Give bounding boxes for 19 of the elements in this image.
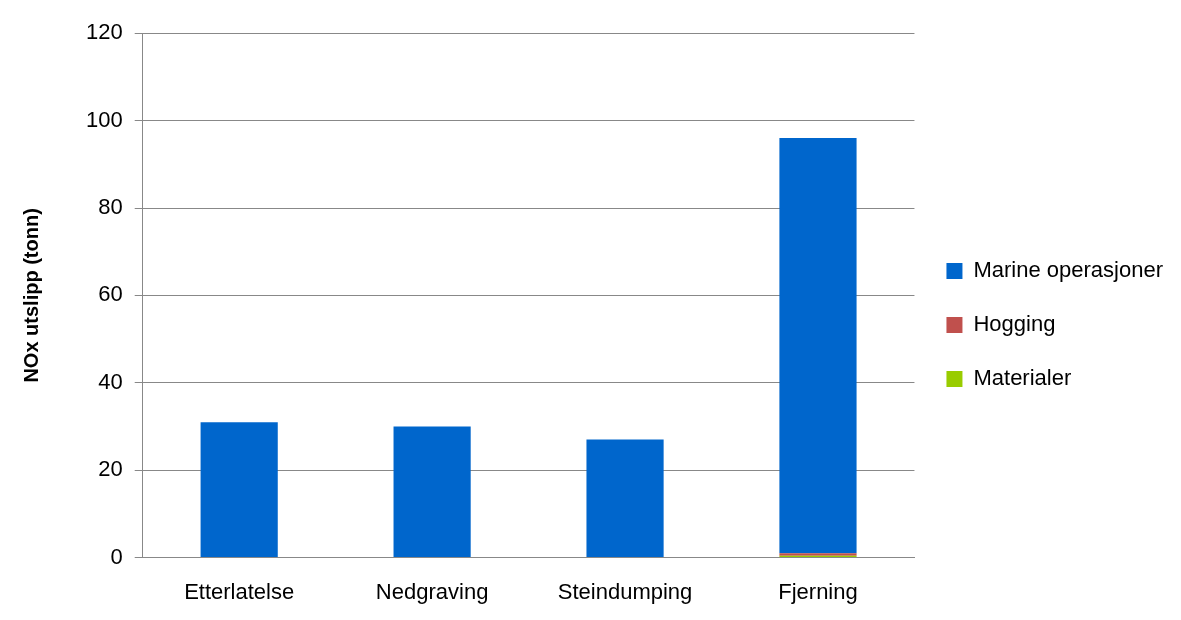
y-tick-label: 40 [98,368,123,394]
x-tick-label: Etterlatelse [184,578,295,604]
y-tick-label: 0 [110,543,123,569]
y-tick-label: 80 [98,194,123,220]
y-tick-label: 20 [98,456,123,482]
bar [393,426,471,558]
x-tick-label: Nedgraving [375,578,489,604]
bar [779,138,857,554]
legend-label: Hogging [973,311,1056,337]
bar [586,439,664,558]
legend-label: Marine operasjoner [973,257,1163,283]
x-tick-label: Fjerning [778,578,858,604]
y-tick-label: 120 [85,19,123,45]
y-tick-label: 100 [85,106,123,132]
x-tick-label: Steindumping [557,578,693,604]
legend-label: Materialer [973,365,1072,391]
y-tick-label: 60 [98,281,123,307]
bar [200,422,278,558]
y-axis-title: NOx utslipp (tonn) [19,208,42,383]
